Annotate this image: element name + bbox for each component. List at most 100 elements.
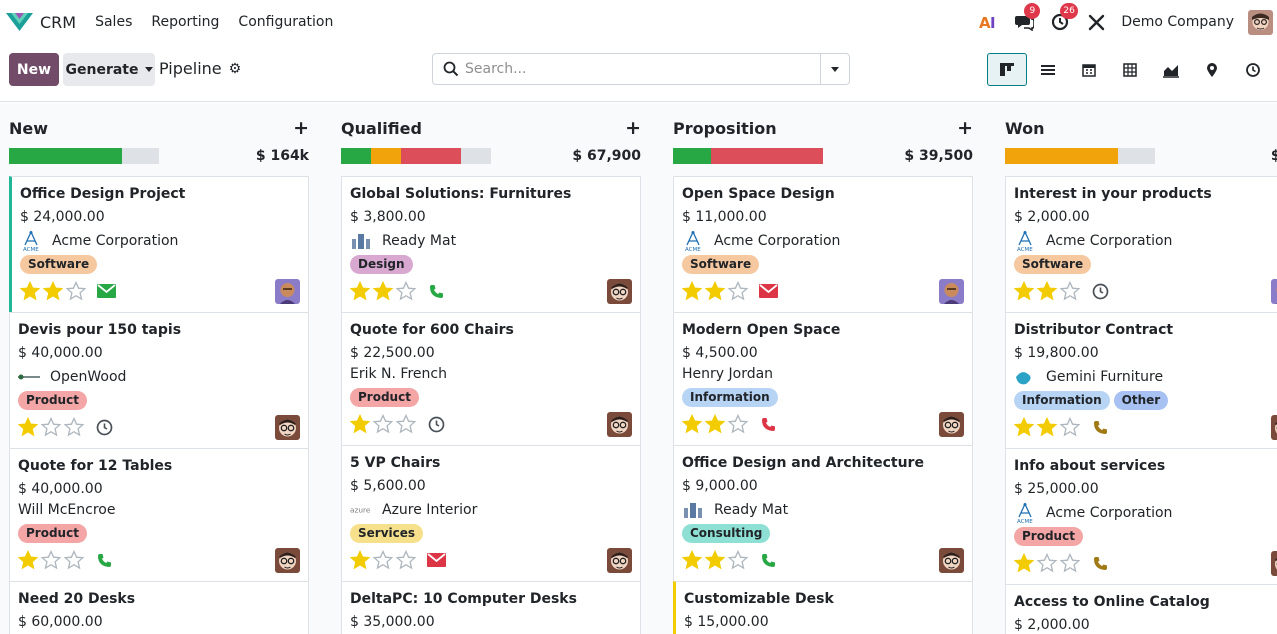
star-filled-icon[interactable] (704, 280, 726, 301)
progress-segment[interactable] (9, 148, 122, 164)
star-filled-icon[interactable] (1013, 416, 1035, 437)
star-empty-icon[interactable] (727, 549, 749, 570)
star-empty-icon[interactable] (65, 280, 87, 301)
add-card-icon[interactable]: + (957, 117, 973, 139)
star-filled-icon[interactable] (681, 549, 703, 570)
star-filled-icon[interactable] (681, 280, 703, 301)
assignee-avatar[interactable] (607, 548, 632, 573)
star-filled-icon[interactable] (17, 416, 39, 437)
star-empty-icon[interactable] (395, 549, 417, 570)
star-filled-icon[interactable] (1036, 416, 1058, 437)
column-progress-bar[interactable] (1005, 148, 1155, 164)
view-list-button[interactable] (1028, 53, 1068, 86)
assignee-avatar[interactable] (939, 548, 964, 573)
activities-icon[interactable]: 26 (1049, 3, 1078, 33)
kanban-card[interactable]: Info about services $ 25,000.00 ACME Acme C… (1005, 448, 1277, 585)
progress-segment[interactable] (341, 148, 371, 164)
progress-segment[interactable] (710, 148, 823, 164)
messages-icon[interactable]: 9 (1013, 3, 1041, 33)
star-empty-icon[interactable] (1059, 552, 1081, 573)
gear-icon[interactable]: ⚙ (228, 60, 242, 77)
app-brand[interactable]: CRM (6, 13, 76, 32)
kanban-card[interactable]: Quote for 600 Chairs $ 22,500.00 Erik N. F… (341, 312, 641, 446)
search-options-toggle[interactable] (820, 54, 849, 84)
clock-icon[interactable] (94, 417, 114, 437)
assignee-avatar[interactable] (607, 279, 632, 304)
view-activity-button[interactable] (1233, 53, 1273, 86)
star-empty-icon[interactable] (395, 280, 417, 301)
kanban-card[interactable]: Customizable Desk $ 15,000.00 (673, 581, 973, 634)
star-empty-icon[interactable] (1059, 416, 1081, 437)
phone-icon[interactable] (1090, 417, 1110, 437)
progress-segment[interactable] (371, 148, 401, 164)
clock-icon[interactable] (1090, 281, 1110, 301)
star-filled-icon[interactable] (1013, 552, 1035, 573)
star-filled-icon[interactable] (349, 413, 371, 434)
phone-icon[interactable] (94, 550, 114, 570)
tools-icon[interactable] (1085, 11, 1107, 33)
view-graph-button[interactable] (1151, 53, 1191, 86)
kanban-card[interactable]: Modern Open Space $ 4,500.00 Henry Jordan I… (673, 312, 973, 446)
menu-reporting[interactable]: Reporting (151, 14, 220, 30)
progress-segment[interactable] (121, 148, 159, 164)
view-map-button[interactable] (1192, 53, 1232, 86)
kanban-card[interactable]: Global Solutions: Furnitures $ 3,800.00 Re… (341, 176, 641, 313)
progress-segment[interactable] (401, 148, 461, 164)
assignee-avatar[interactable] (275, 415, 300, 440)
star-filled-icon[interactable] (17, 549, 39, 570)
star-empty-icon[interactable] (63, 549, 85, 570)
star-filled-icon[interactable] (19, 280, 41, 301)
kanban-card[interactable]: Interest in your products $ 2,000.00 ACME A… (1005, 176, 1277, 313)
email-icon[interactable] (758, 281, 778, 301)
star-empty-icon[interactable] (63, 416, 85, 437)
assignee-avatar[interactable] (275, 548, 300, 573)
progress-segment[interactable] (673, 148, 711, 164)
view-kanban-button[interactable] (987, 53, 1027, 86)
kanban-card[interactable]: Need 20 Desks $ 60,000.00 (9, 581, 309, 634)
clock-icon[interactable] (426, 414, 446, 434)
star-filled-icon[interactable] (1013, 280, 1035, 301)
kanban-card[interactable]: DeltaPC: 10 Computer Desks $ 35,000.00 (341, 581, 641, 634)
company-switcher[interactable]: Demo Company (1121, 14, 1234, 30)
assignee-avatar[interactable] (1271, 551, 1277, 576)
star-empty-icon[interactable] (727, 280, 749, 301)
star-empty-icon[interactable] (1036, 552, 1058, 573)
view-pivot-button[interactable] (1110, 53, 1150, 86)
kanban-card[interactable]: Distributor Contract $ 19,800.00 Gemini Fu… (1005, 312, 1277, 449)
assignee-avatar[interactable] (275, 279, 300, 304)
generate-button[interactable]: Generate (63, 53, 155, 86)
star-empty-icon[interactable] (40, 549, 62, 570)
star-filled-icon[interactable] (349, 549, 371, 570)
email-icon[interactable] (96, 281, 116, 301)
phone-icon[interactable] (758, 550, 778, 570)
kanban-card[interactable]: Access to Online Catalog $ 2,000.00 (1005, 584, 1277, 634)
star-filled-icon[interactable] (704, 549, 726, 570)
email-icon[interactable] (426, 550, 446, 570)
add-card-icon[interactable]: + (293, 117, 309, 139)
menu-configuration[interactable]: Configuration (238, 14, 334, 30)
assignee-avatar[interactable] (939, 279, 964, 304)
new-button[interactable]: New (9, 53, 59, 86)
kanban-card[interactable]: Office Design Project $ 24,000.00 ACME Acme… (9, 176, 309, 313)
column-progress-bar[interactable] (9, 148, 159, 164)
assignee-avatar[interactable] (1271, 279, 1277, 304)
star-filled-icon[interactable] (349, 280, 371, 301)
phone-icon[interactable] (426, 281, 446, 301)
kanban-card[interactable]: 5 VP Chairs $ 5,600.00 azure Azure Interior… (341, 445, 641, 582)
star-empty-icon[interactable] (395, 413, 417, 434)
menu-sales[interactable]: Sales (95, 14, 133, 30)
star-filled-icon[interactable] (372, 280, 394, 301)
phone-icon[interactable] (758, 414, 778, 434)
view-calendar-button[interactable] (1069, 53, 1109, 86)
user-avatar[interactable] (1248, 9, 1273, 35)
star-empty-icon[interactable] (40, 416, 62, 437)
progress-segment[interactable] (1117, 148, 1155, 164)
search-input[interactable] (465, 61, 815, 77)
kanban-card[interactable]: Quote for 12 Tables $ 40,000.00 Will McEnc… (9, 448, 309, 582)
column-progress-bar[interactable] (673, 148, 823, 164)
assignee-avatar[interactable] (939, 412, 964, 437)
star-filled-icon[interactable] (1036, 280, 1058, 301)
kanban-card[interactable]: Office Design and Architecture $ 9,000.00… (673, 445, 973, 582)
star-empty-icon[interactable] (727, 413, 749, 434)
